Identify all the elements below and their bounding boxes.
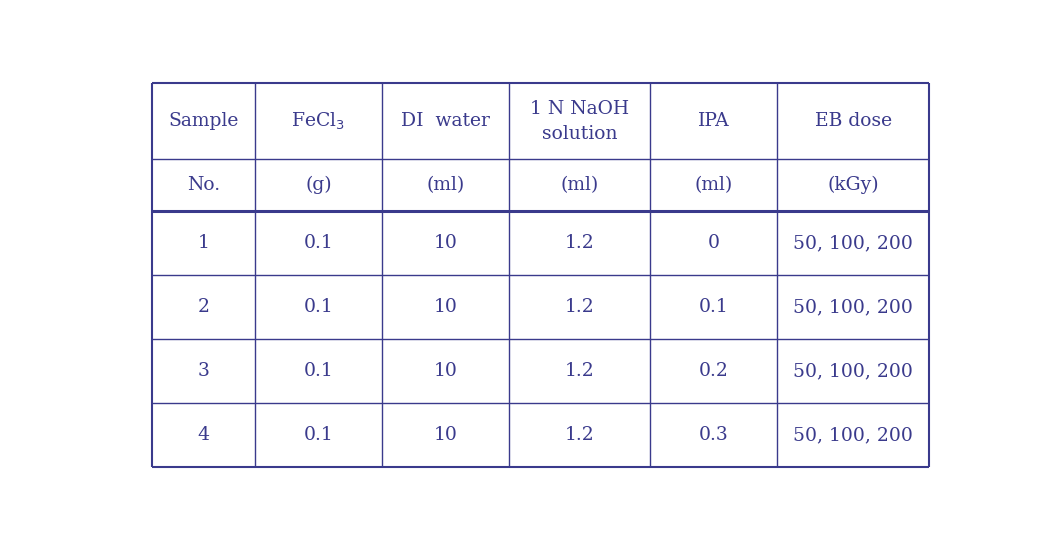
Text: (ml): (ml) bbox=[694, 176, 733, 194]
Text: 4: 4 bbox=[197, 426, 210, 444]
Text: 0.1: 0.1 bbox=[698, 298, 729, 316]
Text: 0.1: 0.1 bbox=[304, 234, 333, 252]
Text: 0.2: 0.2 bbox=[698, 362, 729, 380]
Text: 50, 100, 200: 50, 100, 200 bbox=[793, 298, 914, 316]
Text: (g): (g) bbox=[305, 176, 331, 194]
Text: 1.2: 1.2 bbox=[564, 362, 595, 380]
Text: 10: 10 bbox=[434, 298, 458, 316]
Text: 0.1: 0.1 bbox=[304, 426, 333, 444]
Text: 3: 3 bbox=[197, 362, 209, 380]
Text: 1 N NaOH
solution: 1 N NaOH solution bbox=[530, 100, 629, 142]
Text: 50, 100, 200: 50, 100, 200 bbox=[793, 362, 914, 380]
Text: 1.2: 1.2 bbox=[564, 234, 595, 252]
Text: 1.2: 1.2 bbox=[564, 426, 595, 444]
Text: 10: 10 bbox=[434, 234, 458, 252]
Text: FeCl$_3$: FeCl$_3$ bbox=[291, 111, 345, 132]
Text: 10: 10 bbox=[434, 362, 458, 380]
Text: (kGy): (kGy) bbox=[827, 176, 879, 194]
Text: (ml): (ml) bbox=[426, 176, 465, 194]
Text: IPA: IPA bbox=[697, 112, 729, 130]
Text: 2: 2 bbox=[197, 298, 210, 316]
Text: 0.3: 0.3 bbox=[698, 426, 729, 444]
Text: 0.1: 0.1 bbox=[304, 362, 333, 380]
Text: DI  water: DI water bbox=[401, 112, 491, 130]
Text: 1: 1 bbox=[197, 234, 209, 252]
Text: (ml): (ml) bbox=[560, 176, 599, 194]
Text: 0.1: 0.1 bbox=[304, 298, 333, 316]
Text: 50, 100, 200: 50, 100, 200 bbox=[793, 426, 914, 444]
Text: No.: No. bbox=[187, 176, 220, 194]
Text: EB dose: EB dose bbox=[814, 112, 891, 130]
Text: 1.2: 1.2 bbox=[564, 298, 595, 316]
Text: 10: 10 bbox=[434, 426, 458, 444]
Text: Sample: Sample bbox=[169, 112, 238, 130]
Text: 0: 0 bbox=[708, 234, 720, 252]
Text: 50, 100, 200: 50, 100, 200 bbox=[793, 234, 914, 252]
